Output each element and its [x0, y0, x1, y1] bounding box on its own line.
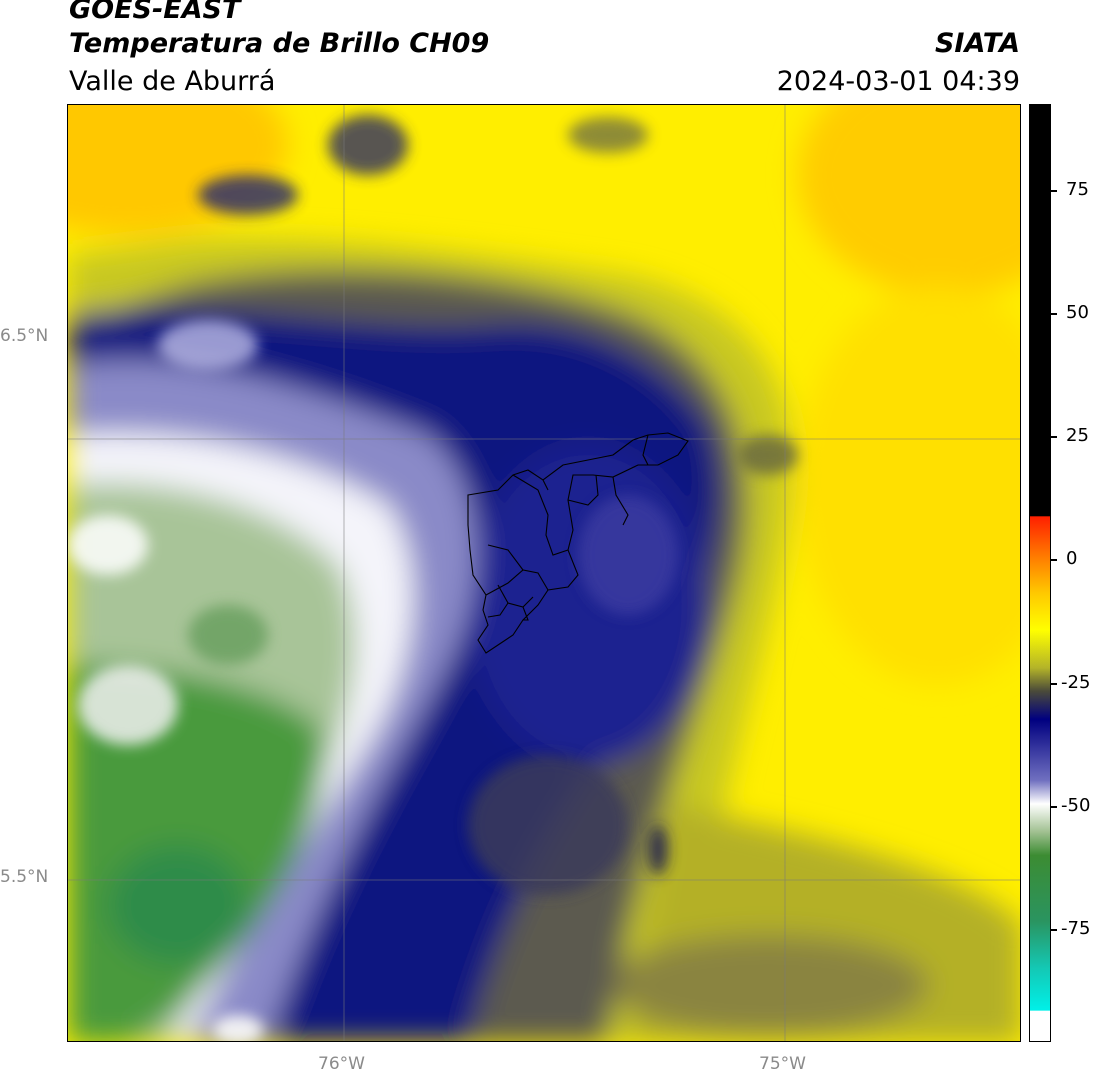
colorbar-tick — [1051, 929, 1057, 931]
lon-label-75w: 75°W — [759, 1054, 806, 1074]
brightness-temperature-map — [67, 104, 1021, 1042]
colorbar-label-0: 0 — [1066, 548, 1078, 569]
lat-label-5.5: 5.5°N — [0, 867, 49, 887]
colorbar — [1029, 104, 1051, 1042]
colorbar-tick — [1051, 559, 1057, 561]
lon-label-76w: 76°W — [318, 1054, 365, 1074]
product-title: Temperatura de Brillo CH09 — [69, 28, 490, 59]
colorbar-label-50: 50 — [1066, 302, 1089, 323]
colorbar-label-minus50: -50 — [1061, 795, 1091, 816]
colorbar-gradient — [1030, 105, 1050, 1041]
timestamp-label: 2024-03-01 04:39 — [776, 66, 1020, 97]
map-field — [68, 105, 1020, 1041]
municipal-boundaries — [467, 432, 689, 654]
colorbar-tick — [1051, 436, 1057, 438]
organization-label: SIATA — [934, 28, 1020, 59]
colorbar-label-minus75: -75 — [1061, 918, 1091, 939]
satellite-title: GOES-EAST — [69, 0, 241, 25]
lat-label-6.5: 6.5°N — [0, 326, 49, 346]
colorbar-label-minus25: -25 — [1061, 672, 1091, 693]
colorbar-tick — [1051, 190, 1057, 192]
graticule — [68, 105, 1020, 1041]
colorbar-tick — [1051, 806, 1057, 808]
colorbar-tick — [1051, 313, 1057, 315]
colorbar-tick — [1051, 683, 1057, 685]
region-title: Valle de Aburrá — [69, 66, 276, 97]
colorbar-label-75: 75 — [1066, 179, 1089, 200]
colorbar-label-25: 25 — [1066, 425, 1089, 446]
